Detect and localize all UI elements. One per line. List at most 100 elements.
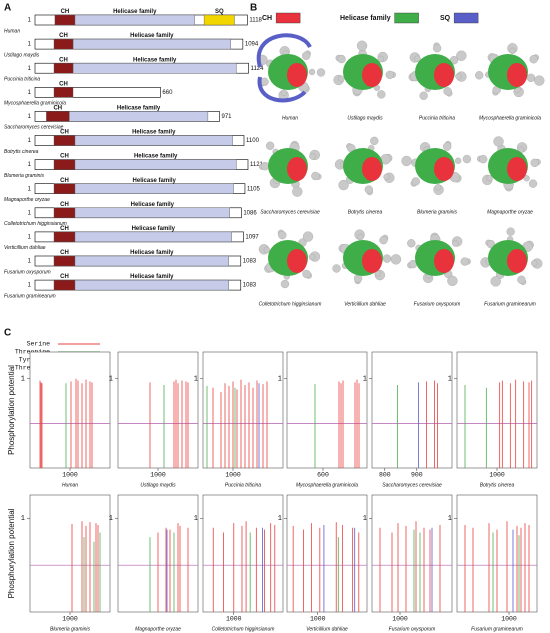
coil (529, 55, 538, 64)
species-name: Magnaporthe oryzae (4, 197, 50, 203)
legend-swatch (453, 12, 479, 24)
plot-frame (117, 351, 199, 469)
helicase-domain (74, 255, 229, 267)
species-name: Blumeria graminis (417, 209, 458, 215)
ch-domain (53, 38, 74, 50)
coil (452, 240, 459, 247)
helicase-domain-label: Helicase family (133, 57, 177, 63)
ch-domain (46, 111, 70, 122)
coil (309, 153, 316, 160)
coil (302, 231, 314, 242)
ch-domain-label: CH (59, 57, 68, 63)
species-name: Mycosphaerella graminicola (479, 115, 541, 121)
length-label: 1124 (251, 66, 265, 72)
plot-frame (29, 351, 111, 469)
helicase-domain-label: Helicase family (117, 105, 161, 111)
helicase-domain (74, 14, 195, 26)
protein-bar (34, 87, 161, 98)
ch-surface (507, 63, 527, 87)
start-label: 1 (28, 90, 32, 96)
species-name: Verticillium dahliae (344, 301, 386, 307)
ch-domain (53, 159, 76, 170)
species-name: Saccharomyces cerevisiae (4, 125, 64, 131)
species-name: Mycosphaerella graminicola (4, 101, 66, 107)
ch-domain-label: CH (60, 154, 69, 160)
species-name: Fusarium graminearum (484, 301, 536, 307)
sq-coil (256, 33, 312, 103)
ch-domain-label: CH (60, 130, 69, 136)
coil (475, 71, 484, 80)
ch-domain (53, 87, 74, 98)
helicase-domain-label: Helicase family (134, 154, 178, 160)
helicase-domain (72, 63, 237, 74)
start-label: 1 (28, 186, 32, 192)
species-name: Colletotrichum higginsianum (4, 221, 67, 227)
coil (447, 275, 458, 287)
start-label: 1 (28, 114, 32, 120)
coil (411, 177, 420, 186)
x-tick-label: 1000 (226, 616, 242, 623)
coil (419, 91, 428, 100)
species-name: Fusarium oxysporum (414, 301, 461, 307)
coil (455, 73, 462, 80)
coil (382, 254, 392, 263)
x-tick-label: 1000 (62, 616, 78, 623)
ch-surface (507, 157, 527, 181)
coil (302, 269, 311, 279)
ch-surface (434, 63, 454, 87)
species-name: Colletotrichum higginsianum (259, 301, 322, 307)
sq-domain-label: SQ (215, 9, 224, 15)
y-tick-label: 1 (363, 515, 367, 523)
species-name: Colletotrichum higginsianum (212, 626, 275, 632)
coil (443, 87, 452, 96)
length-label: 1105 (247, 186, 261, 192)
species-name: Ustilago maydis (347, 115, 383, 121)
y-tick-label: 1 (194, 515, 198, 523)
length-label: 1100 (246, 138, 260, 144)
y-axis-label: Phosphorylation potential (7, 365, 16, 455)
coil (434, 184, 442, 191)
helicase-domain (72, 38, 231, 50)
species-name: Saccharomyces cerevisiae (260, 209, 320, 215)
sq-domain (203, 14, 235, 26)
coil (278, 230, 287, 240)
y-tick-label: 1 (21, 376, 25, 384)
ch-domain-label: CH (60, 274, 69, 280)
coil (302, 51, 311, 60)
species-name: Botrytis cinerea (480, 482, 515, 488)
helicase-domain (74, 183, 234, 194)
y-tick-label: 1 (109, 515, 113, 523)
ch-domain (54, 14, 76, 26)
length-label: 1083 (243, 259, 257, 265)
helicase-domain-label: Helicase family (130, 250, 174, 256)
helicase-domain-label: Helicase family (132, 226, 176, 232)
species-name: Ustilago maydis (140, 482, 176, 488)
coil (517, 275, 526, 284)
coil (462, 154, 472, 164)
y-tick-label: 1 (363, 376, 367, 384)
ch-surface (507, 249, 527, 273)
x-tick-label: 1000 (501, 616, 517, 623)
coil (337, 54, 346, 64)
ch-domain-label: CH (60, 250, 69, 256)
coil (526, 73, 536, 82)
plot-frame (286, 351, 368, 469)
y-tick-label: 1 (194, 376, 198, 384)
plot-frame (456, 351, 538, 469)
species-name: Human (62, 482, 78, 488)
ch-surface (434, 249, 454, 273)
helicase-domain (68, 111, 209, 122)
start-label: 1 (28, 234, 32, 240)
coil (523, 175, 530, 182)
species-name: Blumeria graminis (4, 173, 45, 179)
species-name: Botrytis cinerea (4, 149, 39, 155)
coil (377, 90, 386, 99)
x-tick-label: 800 (379, 472, 391, 479)
start-label: 1 (28, 138, 32, 144)
panel-label: B (250, 3, 257, 14)
coil (456, 50, 467, 61)
coil (401, 155, 412, 167)
ch-domain (53, 207, 76, 219)
helicase-domain (74, 231, 232, 243)
species-name: Ustilago maydis (4, 52, 40, 58)
